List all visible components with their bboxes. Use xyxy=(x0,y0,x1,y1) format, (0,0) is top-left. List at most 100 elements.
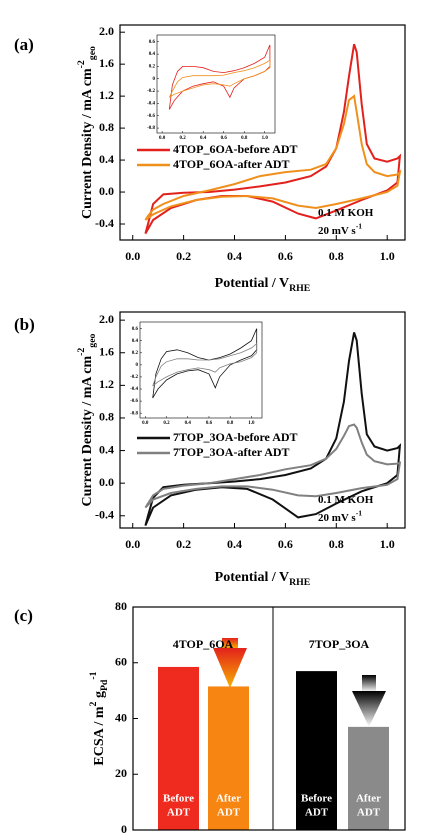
x-tick-label: 1.0 xyxy=(380,249,395,263)
plot-frame xyxy=(119,311,406,529)
bar-label: After xyxy=(356,793,381,805)
y-tick-label: -0.6 xyxy=(147,114,155,119)
bar xyxy=(208,686,249,830)
y-axis-label: Current Density / mA cm-2geo xyxy=(76,46,98,219)
bar-label: Before xyxy=(301,793,332,805)
x-tick-label: 0.4 xyxy=(185,421,192,426)
label-part: geo xyxy=(87,46,98,60)
label-part: 0.1 M KOH xyxy=(318,494,374,506)
y-axis-label: Current Density / mA cm-2geo xyxy=(76,333,98,506)
y-tick-label: 0 xyxy=(121,822,127,836)
x-tick-label: 0.4 xyxy=(227,249,242,263)
x-tick-label: 0.2 xyxy=(163,421,170,426)
x-tick-label: 0.8 xyxy=(329,249,344,263)
plot-frame xyxy=(156,34,276,134)
group-label: 7TOP_3OA xyxy=(309,637,370,651)
plot-frame xyxy=(139,321,263,419)
y-tick-label: 0.6 xyxy=(149,40,156,45)
bar-label: ADT xyxy=(217,807,241,819)
arrow-gray xyxy=(352,675,386,727)
label-part: Current Density / mA cm xyxy=(80,356,95,507)
annotation: 20 mV s-1 xyxy=(318,508,362,523)
y-tick-label: 40 xyxy=(115,710,127,724)
y-tick-label: -0.4 xyxy=(147,102,155,107)
y-tick-label: -0.8 xyxy=(130,411,138,416)
legend-label: 4TOP_6OA-after ADT xyxy=(173,157,290,171)
x-tick-label: 0.0 xyxy=(125,537,140,551)
bar-label: After xyxy=(216,793,241,805)
panel-label: (a) xyxy=(14,35,34,54)
x-tick-label: 1.0 xyxy=(262,136,269,141)
y-tick-label: 0.8 xyxy=(99,410,114,424)
y-tick-label: -0.6 xyxy=(130,399,138,404)
y-tick-label: 0.2 xyxy=(132,351,139,356)
x-tick-label: 0.8 xyxy=(241,136,248,141)
label-part: Potential / V xyxy=(215,276,289,291)
y-tick-label: 0 xyxy=(136,363,139,368)
y-tick-label: 80 xyxy=(115,599,127,613)
label-part: ECSA / m xyxy=(92,706,107,765)
x-tick-label: 1.0 xyxy=(380,537,395,551)
legend-label: 7TOP_3OA-before ADT xyxy=(173,430,298,444)
plot-frame xyxy=(119,24,406,241)
y-tick-label: 1.2 xyxy=(99,88,114,102)
x-tick-label: 0.2 xyxy=(176,249,191,263)
cv-curve xyxy=(144,94,402,221)
y-tick-label: 0.4 xyxy=(99,442,114,456)
label-part: -1 xyxy=(88,671,99,679)
label-part: RHE xyxy=(289,577,311,588)
y-tick-label: 60 xyxy=(115,655,127,669)
y-tick-label: 0.4 xyxy=(149,52,156,57)
arrow-orange xyxy=(213,638,247,688)
y-tick-label: 0.0 xyxy=(99,184,114,198)
y-tick-label: 0 xyxy=(153,77,156,82)
y-tick-label: -0.4 xyxy=(95,216,114,230)
annotation: 20 mV s-1 xyxy=(318,221,362,236)
x-tick-label: 0.8 xyxy=(329,537,344,551)
x-tick-label: 0.0 xyxy=(159,136,166,141)
x-tick-label: 0.8 xyxy=(227,421,234,426)
bar-label: ADT xyxy=(357,807,381,819)
x-tick-label: 0.6 xyxy=(221,136,228,141)
plot-frame xyxy=(132,606,406,831)
label-part: Potential / V xyxy=(215,570,289,585)
x-tick-label: 0.4 xyxy=(227,537,242,551)
y-tick-label: 1.6 xyxy=(99,56,114,70)
y-tick-label: 0.6 xyxy=(132,327,139,332)
y-tick-label: 1.2 xyxy=(99,377,114,391)
label-part: geo xyxy=(87,333,98,347)
label-part: -2 xyxy=(76,60,87,68)
label-part: g xyxy=(92,691,107,702)
cv-curve xyxy=(168,59,271,98)
x-tick-label: 0.4 xyxy=(200,136,207,141)
label-part: -1 xyxy=(356,508,363,517)
y-tick-label: 2.0 xyxy=(99,24,114,38)
label-part: 2 xyxy=(88,701,99,706)
bar-label: Before xyxy=(163,793,194,805)
label-part: -1 xyxy=(356,221,363,230)
x-axis-label: Potential / VRHE xyxy=(215,570,311,588)
cv-curve xyxy=(144,423,402,509)
y-tick-label: -0.4 xyxy=(95,508,114,522)
inset-background xyxy=(140,322,262,418)
cv-curve xyxy=(152,342,258,387)
y-axis-label: ECSA / m2 gPd-1 xyxy=(88,671,110,765)
label-part: -2 xyxy=(76,348,87,356)
y-tick-label: 0.8 xyxy=(99,120,114,134)
y-tick-label: -0.8 xyxy=(147,126,155,131)
x-tick-label: 1.0 xyxy=(248,421,255,426)
y-tick-label: 20 xyxy=(115,766,127,780)
cv-curve xyxy=(144,43,402,235)
bar-label: ADT xyxy=(167,807,191,819)
group-label: 4TOP_6OA xyxy=(173,637,234,651)
y-tick-label: 0.4 xyxy=(99,152,114,166)
x-tick-label: 0.0 xyxy=(142,421,149,426)
legend-label: 7TOP_3OA-after ADT xyxy=(173,445,290,459)
cv-curve xyxy=(152,328,258,399)
label-part: 20 mV s xyxy=(318,225,356,237)
y-tick-label: 2.0 xyxy=(99,312,114,326)
x-tick-label: 0.6 xyxy=(278,249,293,263)
cv-curve xyxy=(168,44,271,110)
y-tick-label: -0.2 xyxy=(147,89,155,94)
